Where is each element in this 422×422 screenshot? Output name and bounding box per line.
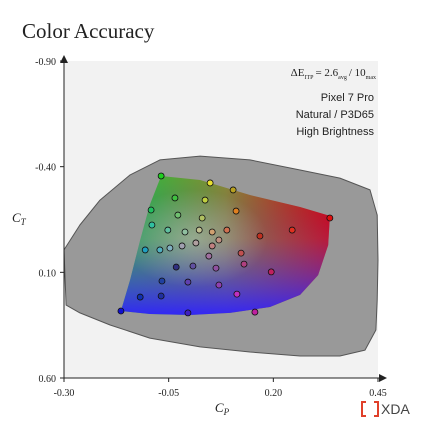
point: [189, 262, 197, 270]
x-axis-label: CP: [215, 400, 230, 417]
point: [184, 278, 192, 286]
chart-title: Color Accuracy: [22, 19, 155, 43]
brand-logo: XDA: [361, 401, 410, 417]
x-label-main: C: [215, 400, 224, 415]
x-tick-label: -0.30: [54, 388, 75, 399]
point: [172, 263, 180, 271]
y-label-sub: T: [21, 217, 27, 227]
point: [233, 290, 241, 298]
y-label-main: C: [12, 210, 21, 225]
annotation-max: / 10: [349, 67, 366, 79]
point: [192, 239, 200, 247]
point: [158, 277, 166, 285]
point: [174, 211, 182, 219]
point: [256, 232, 264, 240]
point: [141, 246, 149, 254]
point: [157, 292, 165, 300]
x-tick-label: -0.05: [158, 388, 179, 399]
x-axis-arrow: [379, 374, 387, 382]
annotation-avg: = 2.6: [315, 67, 338, 79]
point: [326, 214, 334, 222]
point: [288, 226, 296, 234]
point: [215, 281, 223, 289]
device-line: High Brightness: [296, 126, 374, 138]
points: [117, 172, 334, 317]
annotation-symbol-sub: ITP: [304, 75, 314, 81]
point: [251, 308, 259, 316]
y-tick-label: 0.60: [39, 374, 57, 385]
y-tick-label: -0.90: [35, 57, 56, 68]
annotation-symbol: ΔE: [291, 67, 305, 79]
point: [148, 221, 156, 229]
point: [223, 226, 231, 234]
annotation-avg-sub: avg: [338, 75, 347, 81]
target-gamut-light: [120, 176, 330, 315]
point: [267, 268, 275, 276]
point: [205, 252, 213, 260]
device-line: Natural / P3D65: [296, 109, 374, 121]
point: [166, 244, 174, 252]
point: [198, 214, 206, 222]
point: [117, 307, 125, 315]
point: [208, 242, 216, 250]
point: [195, 226, 203, 234]
point: [157, 172, 165, 180]
point: [201, 196, 209, 204]
x-tick-label: 0.20: [265, 388, 283, 399]
annotation: ΔEITP = 2.6avg/ 10max: [291, 67, 376, 81]
point: [208, 228, 216, 236]
x-label-sub: P: [223, 407, 230, 417]
point: [240, 260, 248, 268]
point: [229, 186, 237, 194]
point: [136, 293, 144, 301]
device-line: Pixel 7 Pro: [321, 92, 374, 104]
point: [156, 246, 164, 254]
point: [237, 249, 245, 257]
x-tick-label: 0.45: [369, 388, 387, 399]
point: [184, 309, 192, 317]
regions: [63, 155, 379, 357]
point: [232, 207, 240, 215]
point: [171, 194, 179, 202]
point: [164, 226, 172, 234]
y-axis-arrow: [60, 55, 68, 63]
point: [215, 236, 223, 244]
brand-text: XDA: [381, 401, 410, 417]
y-tick-label: -0.40: [35, 163, 56, 174]
point: [147, 206, 155, 214]
y-axis-label: CT: [12, 210, 27, 227]
point: [212, 264, 220, 272]
ticks: -0.30 -0.05 0.20 0.45 -0.90 -0.40 0.10 0.60: [35, 57, 387, 399]
point: [181, 228, 189, 236]
point: [178, 242, 186, 250]
point: [206, 179, 214, 187]
annotation-max-sub: max: [366, 75, 376, 81]
y-tick-label: 0.10: [39, 268, 57, 279]
